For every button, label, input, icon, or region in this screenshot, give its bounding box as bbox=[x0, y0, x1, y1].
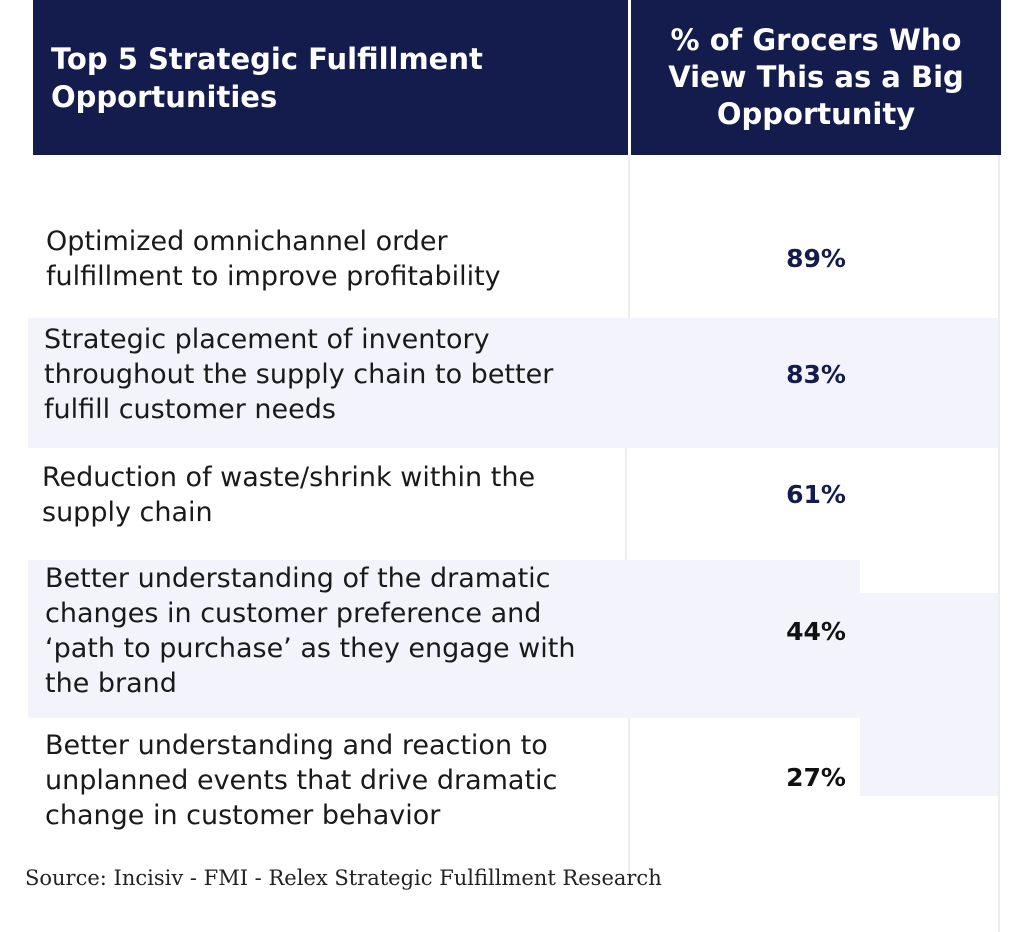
column-header-percent-label: % of Grocers Who View This as a Big Oppo… bbox=[668, 23, 964, 131]
column-header-opportunities-label: Top 5 Strategic Fulfillment Opportunitie… bbox=[51, 41, 483, 114]
table-right-edge bbox=[998, 155, 1000, 932]
header-divider bbox=[628, 0, 631, 155]
row-bg-4-right bbox=[860, 593, 1000, 718]
row-2-value: 83% bbox=[786, 360, 846, 389]
column-separator-mid bbox=[625, 448, 627, 560]
row-bg-5-right bbox=[860, 718, 1000, 796]
column-separator-bottom bbox=[628, 718, 630, 878]
row-1-value: 89% bbox=[786, 244, 846, 273]
column-header-opportunities: Top 5 Strategic Fulfillment Opportunitie… bbox=[33, 0, 628, 155]
row-5-label: Better understanding and reaction to unp… bbox=[45, 730, 558, 831]
row-4-value: 44% bbox=[786, 617, 846, 646]
column-header-percent: % of Grocers Who View This as a Big Oppo… bbox=[631, 0, 1001, 155]
row-5-value: 27% bbox=[786, 763, 846, 792]
row-bg-4 bbox=[28, 560, 860, 718]
row-4-label: Better understanding of the dramatic cha… bbox=[45, 563, 576, 699]
row-2-label: Strategic placement of inventory through… bbox=[44, 324, 554, 425]
column-separator-top bbox=[628, 155, 630, 318]
row-1-label: Optimized omnichannel order fulfillment … bbox=[46, 226, 501, 292]
row-bg-2 bbox=[28, 318, 1000, 448]
source-note: Source: Incisiv - FMI - Relex Strategic … bbox=[25, 866, 662, 890]
row-3-value: 61% bbox=[786, 480, 846, 509]
row-3-label: Reduction of waste/shrink within the sup… bbox=[42, 462, 536, 528]
